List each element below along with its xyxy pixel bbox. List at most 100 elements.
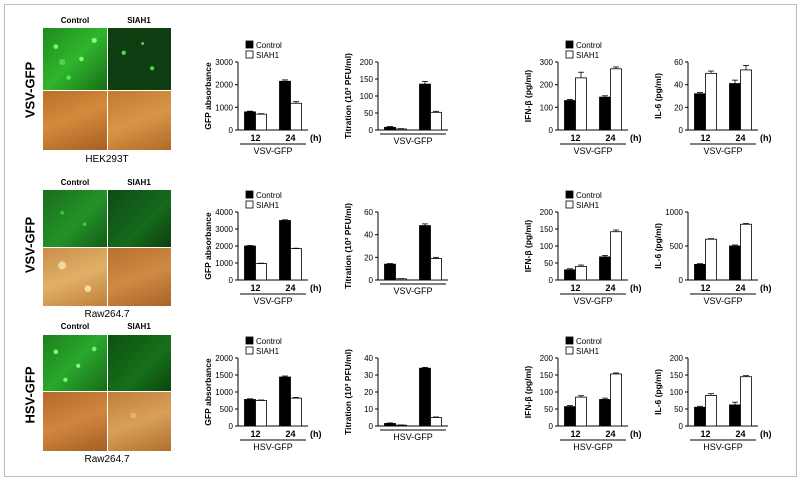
y-axis-label: Titration (10³ PFU/ml) bbox=[343, 349, 353, 435]
bar-control-12 bbox=[244, 399, 256, 427]
y-tick-label: 50 bbox=[544, 405, 553, 414]
y-tick-label: 2000 bbox=[215, 354, 233, 363]
y-axis-label: GFP absorbance bbox=[203, 212, 213, 280]
y-tick-label: 20 bbox=[364, 253, 373, 262]
row-1-micrograph-panel bbox=[43, 28, 171, 150]
bar-siah1-12 bbox=[255, 263, 267, 281]
y-tick-label: 100 bbox=[670, 388, 684, 397]
chart-r2-titration: 0 20 40 60 Titration (10³ PFU/ml) VSV-GFP bbox=[343, 203, 448, 296]
legend-label-siah1: SIAH1 bbox=[576, 347, 600, 356]
x-tick-label: 24 bbox=[285, 133, 295, 143]
y-tick-label: 0 bbox=[679, 422, 684, 431]
brightfield-control-image bbox=[43, 248, 107, 306]
legend-swatch-siah1 bbox=[565, 50, 574, 59]
legend-label-control: Control bbox=[576, 41, 602, 50]
bar-siah1-24 bbox=[740, 376, 752, 427]
bar-control-12 bbox=[564, 269, 576, 281]
y-tick-label: 10 bbox=[364, 405, 373, 414]
y-tick-label: 0 bbox=[229, 422, 234, 431]
legend-label-control: Control bbox=[256, 41, 282, 50]
x-axis-label: HSV-GFP bbox=[393, 432, 433, 442]
fluorescence-siah1-image bbox=[108, 28, 171, 90]
y-tick-label: 3000 bbox=[215, 225, 233, 234]
y-tick-label: 60 bbox=[674, 58, 683, 67]
legend-swatch-control bbox=[245, 190, 254, 199]
bar-siah1-12 bbox=[705, 238, 717, 281]
y-tick-label: 0 bbox=[229, 276, 234, 285]
y-tick-label: 300 bbox=[540, 58, 554, 67]
bar-siah1-24 bbox=[290, 102, 302, 131]
chart-r3-il6: 0 50 100 150 200 IL-6 (pg/ml) 12 24 (h) HSV-GFP bbox=[653, 354, 772, 452]
bar-siah1-12 bbox=[575, 396, 587, 427]
fluorescence-control-image bbox=[43, 190, 107, 247]
y-tick-label: 0 bbox=[549, 422, 554, 431]
x-tick-label: 24 bbox=[735, 283, 745, 293]
y-axis-label: Titration (10³ PFU/ml) bbox=[343, 203, 353, 289]
legend-swatch-control bbox=[565, 40, 574, 49]
x-tick-label: 12 bbox=[570, 429, 580, 439]
chart-r3-titration: 0 10 20 30 40 Titration (10³ PFU/ml) HSV-GFP bbox=[343, 349, 448, 442]
x-unit-label: (h) bbox=[310, 283, 322, 293]
x-unit-label: (h) bbox=[310, 133, 322, 143]
y-tick-label: 200 bbox=[540, 354, 554, 363]
bar-control-12 bbox=[694, 406, 706, 427]
bar-siah1-24 bbox=[610, 231, 622, 281]
bar-control-24 bbox=[729, 245, 741, 281]
bar-siah1-12 bbox=[705, 395, 717, 427]
y-tick-label: 500 bbox=[220, 405, 234, 414]
bar-siah1-12 bbox=[255, 400, 267, 427]
y-tick-label: 50 bbox=[544, 259, 553, 268]
legend-swatch-control bbox=[565, 336, 574, 345]
x-axis-label: VSV-GFP bbox=[573, 146, 612, 156]
x-tick-label: 12 bbox=[570, 133, 580, 143]
y-tick-label: 20 bbox=[674, 103, 683, 112]
y-axis-label: Titration (10³ PFU/ml) bbox=[343, 53, 353, 139]
x-tick-label: 12 bbox=[250, 283, 260, 293]
y-tick-label: 150 bbox=[360, 75, 374, 84]
y-axis-label: IL-6 (pg/ml) bbox=[653, 73, 663, 119]
y-tick-label: 150 bbox=[540, 225, 554, 234]
y-axis-label: IFN-β (pg/ml) bbox=[523, 366, 533, 419]
x-unit-label: (h) bbox=[630, 429, 642, 439]
x-axis-label: VSV-GFP bbox=[393, 136, 432, 146]
bar-control-24 bbox=[279, 80, 291, 131]
brightfield-control-image bbox=[43, 392, 107, 451]
fluorescence-siah1-image bbox=[108, 190, 171, 247]
bar-control-0 bbox=[384, 126, 396, 131]
x-tick-label: 24 bbox=[735, 133, 745, 143]
y-tick-label: 0 bbox=[679, 276, 684, 285]
bar-siah1-1 bbox=[430, 258, 442, 281]
y-tick-label: 0 bbox=[229, 126, 234, 135]
legend-label-control: Control bbox=[256, 191, 282, 200]
bar-siah1-0 bbox=[395, 128, 407, 131]
bar-control-12 bbox=[244, 111, 256, 131]
row-2-control-label: Control bbox=[60, 178, 90, 187]
x-unit-label: (h) bbox=[630, 133, 642, 143]
legend-label-siah1: SIAH1 bbox=[576, 51, 600, 60]
legend-label-control: Control bbox=[576, 191, 602, 200]
y-tick-label: 1000 bbox=[665, 208, 683, 217]
bar-control-1 bbox=[419, 225, 431, 281]
bar-control-24 bbox=[279, 220, 291, 281]
y-tick-label: 40 bbox=[674, 81, 683, 90]
y-tick-label: 1500 bbox=[215, 371, 233, 380]
y-tick-label: 2000 bbox=[215, 81, 233, 90]
x-tick-label: 24 bbox=[735, 429, 745, 439]
bar-siah1-24 bbox=[290, 397, 302, 427]
legend-label-siah1: SIAH1 bbox=[256, 51, 280, 60]
bar-control-12 bbox=[694, 263, 706, 281]
y-tick-label: 60 bbox=[364, 208, 373, 217]
y-tick-label: 0 bbox=[369, 126, 374, 135]
y-tick-label: 150 bbox=[540, 371, 554, 380]
row-2-cell-line: Raw264.7 bbox=[84, 309, 130, 320]
bar-control-12 bbox=[564, 100, 576, 131]
legend-swatch-siah1 bbox=[245, 50, 254, 59]
y-tick-label: 1000 bbox=[215, 388, 233, 397]
row-3-virus-label: HSV-GFP bbox=[22, 366, 38, 424]
y-tick-label: 4000 bbox=[215, 208, 233, 217]
y-tick-label: 100 bbox=[540, 103, 554, 112]
